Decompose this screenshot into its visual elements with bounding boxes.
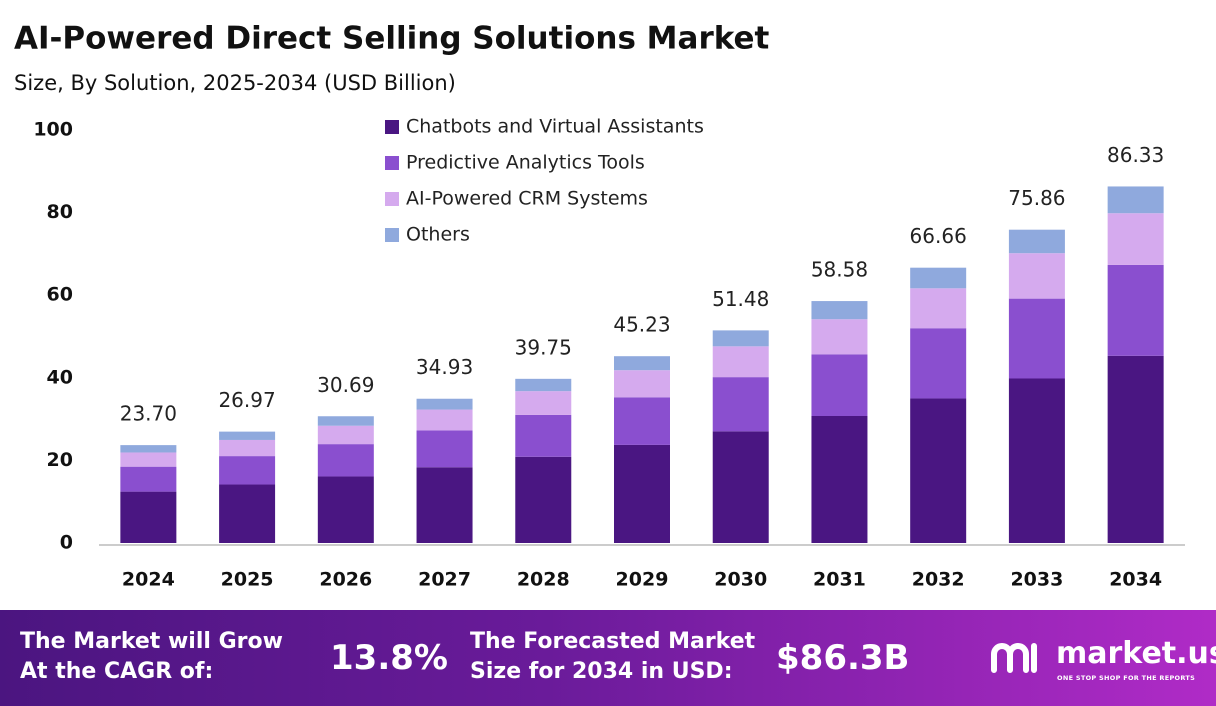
bar-segment [1107, 355, 1164, 543]
x-tick-label: 2027 [418, 569, 471, 591]
y-tick-label: 60 [47, 284, 73, 306]
bar-segment [219, 439, 276, 457]
total-label: 66.66 [910, 224, 967, 248]
forecast-line: The Forecasted Market [470, 629, 756, 654]
x-tick-label: 2025 [221, 569, 274, 591]
total-label: 86.33 [1107, 143, 1164, 167]
bar-segment [712, 431, 769, 543]
footer: The Market will Grow At the CAGR of: 13.… [0, 610, 1216, 706]
legend-label: Chatbots and Virtual Assistants [406, 116, 704, 138]
cagr-line: The Market will Grow [20, 629, 283, 654]
bar-segment [219, 484, 276, 543]
legend-label: AI-Powered CRM Systems [406, 188, 648, 210]
x-tick-label: 2032 [912, 569, 965, 591]
bar-segment [317, 425, 374, 445]
y-tick-label: 100 [33, 119, 73, 141]
bar-segment [416, 430, 473, 468]
bar-segment [712, 330, 769, 347]
bar-segment [1008, 378, 1065, 543]
total-label: 75.86 [1008, 186, 1065, 210]
chart-subtitle: Size, By Solution, 2025-2034 (USD Billio… [14, 71, 456, 95]
bar-segment [910, 328, 967, 399]
bar-segment [712, 346, 769, 378]
bar-segment [120, 445, 177, 453]
chart-title: AI-Powered Direct Selling Solutions Mark… [14, 21, 770, 57]
legend-swatch [385, 192, 399, 206]
total-label: 58.58 [811, 258, 868, 282]
bar-segment [1107, 213, 1164, 265]
legend-swatch [385, 228, 399, 242]
bar-segment [219, 431, 276, 440]
total-label: 45.23 [613, 313, 670, 337]
brand-icon [991, 643, 1037, 673]
brand-name: market.us [1056, 636, 1216, 671]
bar-segment [219, 456, 276, 485]
bar-segment [811, 319, 868, 355]
total-label: 30.69 [317, 373, 374, 397]
bar-segment [1008, 253, 1065, 299]
brand-tagline: ONE STOP SHOP FOR THE REPORTS [1057, 674, 1196, 682]
bar-segment [910, 398, 967, 543]
x-tick-label: 2030 [714, 569, 767, 591]
bar-segment [317, 416, 374, 426]
bar-segment [515, 456, 572, 543]
bar-segment [416, 409, 473, 431]
x-tick-label: 2029 [616, 569, 669, 591]
total-label: 51.48 [712, 287, 769, 311]
bar-segment [1107, 264, 1164, 356]
x-tick-label: 2034 [1109, 569, 1162, 591]
bar-segment [1107, 186, 1164, 214]
cagr-line: At the CAGR of: [20, 659, 214, 684]
chart: AI-Powered Direct Selling Solutions Mark… [14, 21, 1185, 591]
bar-segment [1008, 229, 1065, 254]
bar-segment [614, 397, 670, 445]
bar-segment [614, 444, 670, 543]
bar-segment [120, 466, 177, 492]
total-label: 23.70 [120, 402, 177, 426]
x-tick-label: 2031 [813, 569, 866, 591]
bar-segment [910, 288, 967, 329]
bar-segment [614, 370, 670, 398]
bar-segment [317, 476, 374, 543]
bar-segment [317, 444, 374, 477]
legend-swatch [385, 156, 399, 170]
bar-segment [120, 491, 177, 543]
y-tick-label: 80 [47, 201, 73, 223]
x-tick-label: 2024 [122, 569, 175, 591]
bar-segment [910, 267, 967, 289]
legend-swatch [385, 120, 399, 134]
bar-segment [1008, 298, 1065, 379]
bar-segment [811, 354, 868, 417]
y-tick-label: 0 [60, 532, 73, 554]
total-label: 34.93 [416, 355, 473, 379]
y-tick-label: 40 [47, 366, 73, 388]
x-tick-label: 2028 [517, 569, 570, 591]
bar-segment [416, 398, 473, 410]
bar-segment [515, 391, 572, 415]
bar-segment [712, 377, 769, 432]
total-label: 39.75 [515, 335, 572, 359]
bar-segment [515, 378, 572, 392]
x-tick-label: 2026 [319, 569, 372, 591]
bar-segment [614, 356, 670, 371]
legend-label: Predictive Analytics Tools [406, 152, 645, 174]
bar-segment [811, 301, 868, 320]
forecast-line: Size for 2034 in USD: [470, 659, 733, 684]
x-tick-label: 2033 [1010, 569, 1063, 591]
legend-label: Others [406, 224, 470, 246]
cagr-value: 13.8% [330, 638, 448, 678]
forecast-value: $86.3B [776, 638, 910, 678]
bar-segment [811, 416, 868, 543]
total-label: 26.97 [218, 388, 275, 412]
bar-segment [416, 467, 473, 543]
bar-segment [120, 452, 177, 467]
y-tick-label: 20 [47, 449, 73, 471]
bar-segment [515, 414, 572, 457]
